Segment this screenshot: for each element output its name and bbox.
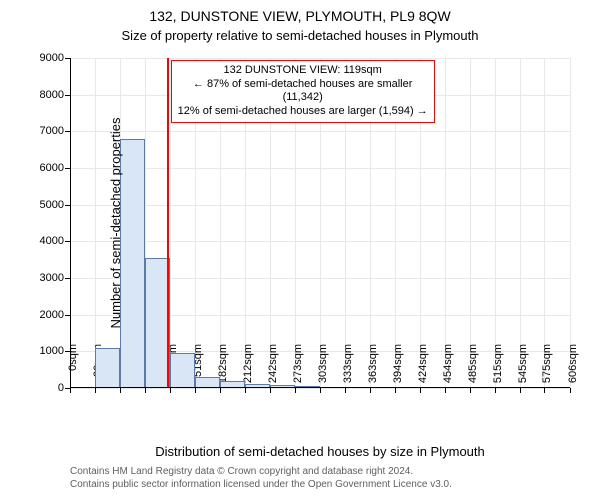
x-axis-title: Distribution of semi-detached houses by … [70,444,570,459]
y-tick-label: 4000 [40,235,70,247]
chart-container: 132, DUNSTONE VIEW, PLYMOUTH, PL9 8QW Si… [0,0,600,500]
main-title: 132, DUNSTONE VIEW, PLYMOUTH, PL9 8QW [0,8,600,24]
footer-line: Contains public sector information licen… [70,479,452,492]
grid-line [570,58,571,388]
y-tick-label: 3000 [40,272,70,284]
y-axis-title: Number of semi-detached properties [108,118,123,329]
annotation-line: ← 87% of semi-detached houses are smalle… [176,78,430,106]
sub-title: Size of property relative to semi-detach… [0,28,600,43]
y-tick-label: 7000 [40,125,70,137]
y-tick-label: 6000 [40,162,70,174]
y-tick-label: 9000 [40,52,70,64]
grid-line [95,58,96,388]
histogram-bar [120,139,145,388]
grid-line [544,58,545,388]
footer-line: Contains HM Land Registry data © Crown c… [70,466,452,479]
y-tick-label: 8000 [40,89,70,101]
annotation-line: 132 DUNSTONE VIEW: 119sqm [176,64,430,78]
grid-line [520,58,521,388]
histogram-bar [170,353,195,388]
annotation-line: 12% of semi-detached houses are larger (… [176,105,430,119]
histogram-bar [95,348,121,388]
grid-line [495,58,496,388]
histogram-bar [145,258,170,388]
grid-line [445,58,446,388]
plot-area: 01000200030004000500060007000800090000sq… [70,58,570,388]
marker-line [167,58,169,388]
y-axis [70,58,71,388]
footer-text: Contains HM Land Registry data © Crown c… [70,466,452,491]
annotation-box: 132 DUNSTONE VIEW: 119sqm← 87% of semi-d… [171,60,435,123]
x-axis [70,387,570,388]
y-tick-label: 5000 [40,199,70,211]
y-tick-label: 2000 [40,309,70,321]
y-tick-label: 1000 [40,345,70,357]
grid-line [470,58,471,388]
